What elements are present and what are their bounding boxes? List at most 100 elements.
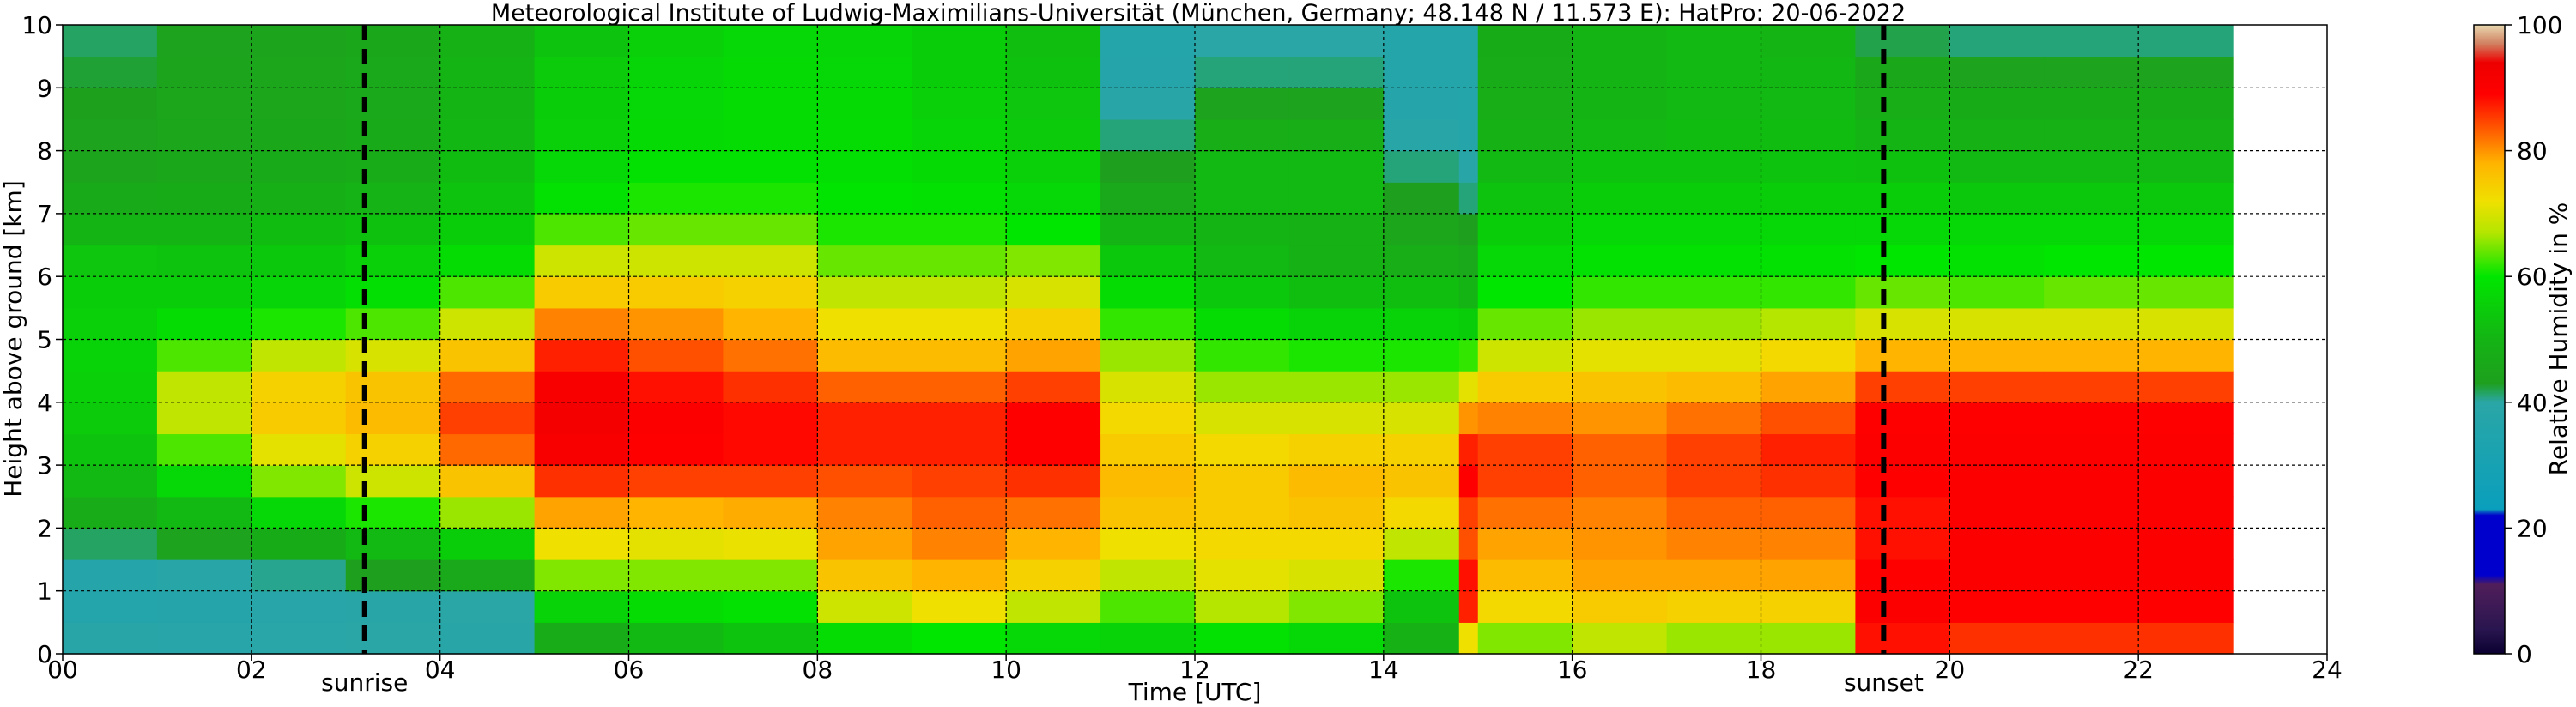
heatmap-cell (1006, 496, 1101, 529)
heatmap-cell (1288, 307, 1385, 341)
heatmap-cell (1761, 433, 1857, 466)
heatmap-cell (1477, 276, 1573, 309)
heatmap-cell (1572, 88, 1668, 120)
sunrise-label: sunrise (321, 668, 408, 697)
y-tick-label: 7 (37, 200, 52, 228)
heatmap-cell (63, 465, 158, 498)
heatmap-cell (628, 150, 724, 183)
heatmap-cell (63, 622, 158, 655)
heatmap-cell (1288, 465, 1385, 498)
heatmap-cell (628, 213, 724, 246)
colorbar-tick-label: 0 (2517, 640, 2532, 668)
heatmap-cell (63, 56, 158, 88)
heatmap-cell (1458, 559, 1479, 592)
heatmap-cell (1458, 56, 1479, 88)
heatmap-cell (1666, 465, 1762, 498)
heatmap-cell (1458, 528, 1479, 560)
heatmap-cell (1477, 559, 1573, 592)
heatmap-cell (1288, 118, 1385, 152)
heatmap-cell (912, 590, 1007, 623)
heatmap-cell (1572, 465, 1668, 498)
heatmap-cell (912, 339, 1007, 372)
heatmap-cell (1458, 371, 1479, 403)
heatmap-cell (1666, 433, 1762, 466)
heatmap-cell (439, 590, 536, 623)
heatmap-cell (1949, 339, 2045, 372)
heatmap-cell (1383, 118, 1460, 152)
heatmap-cell (1006, 25, 1101, 57)
heatmap-cell (1100, 339, 1196, 372)
heatmap-cell (1288, 150, 1385, 183)
heatmap-cell (1477, 496, 1573, 529)
heatmap-cell (1195, 622, 1290, 655)
heatmap-cell (1288, 25, 1385, 57)
heatmap-cell (723, 590, 818, 623)
heatmap-cell (1100, 276, 1196, 309)
heatmap-cell (2138, 496, 2234, 529)
heatmap-cell (534, 433, 630, 466)
heatmap-cell (1195, 150, 1290, 183)
heatmap-cell (534, 150, 630, 183)
heatmap-cell (1288, 182, 1385, 215)
heatmap-cell (2138, 590, 2234, 623)
heatmap-cell (1006, 182, 1101, 215)
heatmap-cell (723, 371, 818, 403)
y-tick-label: 10 (21, 11, 52, 39)
colorbar-label: Relative Humidity in % (2544, 202, 2573, 476)
heatmap-cell (439, 371, 536, 403)
heatmap-cell (251, 56, 347, 88)
heatmap-cell (1100, 622, 1196, 655)
heatmap-cell (817, 559, 912, 592)
heatmap-cell (1855, 371, 1950, 403)
heatmap-cell (345, 590, 441, 623)
heatmap-cell (1458, 465, 1479, 498)
heatmap-cell (1572, 622, 1668, 655)
heatmap-cell (2138, 402, 2234, 435)
heatmap-cell (1383, 465, 1460, 498)
heatmap-cell (817, 182, 912, 215)
heatmap-cell (439, 213, 536, 246)
heatmap-cell (156, 213, 252, 246)
heatmap-cell (1383, 307, 1460, 341)
heatmap-cell (912, 213, 1007, 246)
heatmap-cell (1458, 496, 1479, 529)
heatmap-cell (723, 559, 818, 592)
heatmap-cell (1100, 56, 1196, 88)
heatmap-cell (2138, 213, 2234, 246)
heatmap-cell (156, 339, 252, 372)
chart-title: Meteorological Institute of Ludwig-Maxim… (491, 0, 1906, 27)
heatmap-cell (345, 56, 441, 88)
heatmap-cell (63, 559, 158, 592)
heatmap-cell (2138, 339, 2234, 372)
heatmap-cell (1383, 276, 1460, 309)
heatmap-cell (345, 25, 441, 57)
heatmap-cell (345, 433, 441, 466)
heatmap-cell (817, 622, 912, 655)
heatmap-cell (1006, 339, 1101, 372)
heatmap-cell (912, 465, 1007, 498)
heatmap-cell (156, 276, 252, 309)
heatmap-cell (1572, 528, 1668, 560)
heatmap-cell (1761, 118, 1857, 152)
heatmap-cell (156, 118, 252, 152)
heatmap-cell (156, 307, 252, 341)
heatmap-cell (1855, 245, 1950, 277)
heatmap-cell (1666, 307, 1762, 341)
heatmap-cell (2044, 182, 2139, 215)
heatmap-cell (628, 622, 724, 655)
heatmap-cell (345, 245, 441, 277)
y-axis-label: Height above ground [km] (0, 180, 27, 498)
heatmap-cell (2044, 276, 2139, 309)
heatmap-cell (534, 182, 630, 215)
heatmap-cell (1949, 590, 2045, 623)
heatmap-cell (439, 465, 536, 498)
heatmap-cell (2138, 118, 2234, 152)
heatmap-cell (1949, 402, 2045, 435)
heatmap-cell (1006, 590, 1101, 623)
heatmap-cell (1949, 496, 2045, 529)
heatmap-cell (1477, 622, 1573, 655)
heatmap-cell (1458, 118, 1479, 152)
heatmap-cell (1458, 245, 1479, 277)
heatmap-cell (628, 245, 724, 277)
heatmap-cell (1855, 402, 1950, 435)
